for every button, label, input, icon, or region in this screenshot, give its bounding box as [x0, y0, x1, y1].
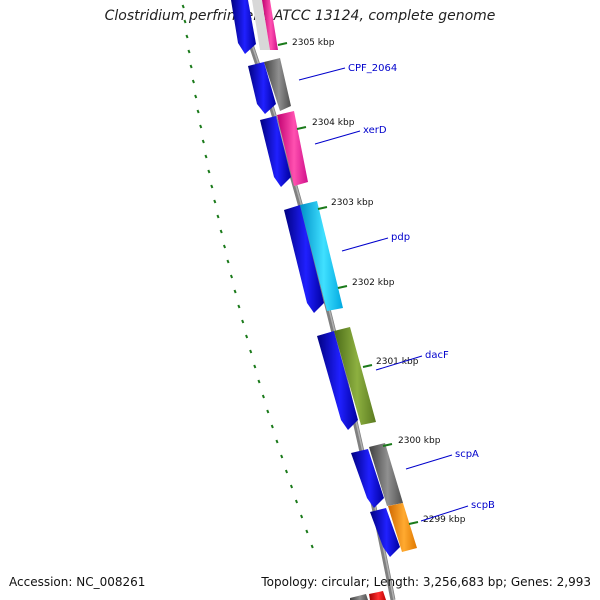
- track-dot: [233, 289, 237, 294]
- cds-feature: [231, 0, 256, 54]
- gene-label-dacf: dacF: [425, 350, 449, 361]
- track-dot: [229, 274, 234, 279]
- ruler-tick: [408, 521, 419, 525]
- track-dot: [261, 394, 265, 399]
- gene-label-scpb: scpB: [471, 500, 495, 511]
- label-leader-line: [375, 355, 423, 371]
- gene-label-cpf-2064: CPF_2064: [348, 63, 397, 74]
- ruler-tick: [337, 285, 348, 289]
- label-leader-line: [420, 505, 469, 522]
- cds-feature: [370, 508, 400, 557]
- tick-label-2299: 2299 kbp: [423, 515, 466, 525]
- gene-labels: CPF_2064 xerD pdp dacF scpA scpB: [298, 63, 495, 522]
- map-title: Clostridium perfringens ATCC 13124, comp…: [104, 8, 496, 24]
- track-dot: [245, 334, 249, 339]
- track-dot: [185, 34, 189, 39]
- track-dot: [284, 469, 289, 474]
- label-leader-line: [314, 130, 361, 145]
- cog-feature-red: [369, 591, 386, 600]
- track-dot: [191, 79, 195, 84]
- track-dot: [194, 94, 198, 99]
- cog-feature-pink: [262, 0, 278, 50]
- track-dot: [237, 304, 241, 309]
- label-leader-line: [298, 67, 346, 81]
- ruler-tick: [296, 126, 307, 130]
- tick-label-2302: 2302 kbp: [352, 278, 395, 288]
- cog-feature-gray: [252, 0, 270, 50]
- cog-feature-gray: [369, 443, 403, 506]
- track-dot: [266, 409, 270, 414]
- track-dot: [249, 349, 253, 354]
- accession-text: Accession: NC_008261: [9, 575, 146, 589]
- track-dot: [305, 529, 309, 534]
- track-dot: [241, 319, 245, 324]
- track-dot: [275, 439, 279, 444]
- cds-feature: [248, 62, 276, 114]
- track-dot: [204, 154, 208, 159]
- cog-feature-gray: [350, 594, 368, 600]
- cds-feature: [351, 449, 384, 508]
- ruler-tick: [382, 443, 393, 447]
- tick-label-2300: 2300 kbp: [398, 436, 441, 446]
- gene-label-pdp: pdp: [391, 232, 410, 243]
- track-dot: [199, 124, 203, 129]
- cog-track: [252, 0, 417, 600]
- track-dot: [187, 49, 191, 54]
- kbp-ruler: 2305 kbp 2304 kbp 2303 kbp 2302 kbp 2301…: [277, 38, 466, 525]
- cog-feature-pink: [277, 111, 308, 186]
- gene-label-scpa: scpA: [455, 449, 479, 460]
- track-dot: [216, 214, 220, 219]
- track-dot: [196, 109, 200, 114]
- label-leader-line: [405, 454, 453, 470]
- cog-feature-olive: [334, 327, 376, 425]
- tick-label-2304: 2304 kbp: [312, 118, 355, 128]
- cds-feature: [317, 331, 358, 430]
- track-dot: [280, 454, 284, 459]
- track-dot: [310, 544, 314, 549]
- track-dot: [257, 379, 261, 384]
- cog-feature-orange: [388, 503, 417, 552]
- track-dot: [294, 499, 299, 504]
- track-dot: [183, 19, 187, 24]
- label-leader-line: [341, 237, 389, 252]
- track-dot: [213, 199, 217, 204]
- track-dot: [189, 64, 193, 69]
- topology-text: Topology: circular; Length: 3,256,683 bp…: [261, 575, 591, 589]
- cds-feature: [260, 116, 291, 187]
- track-dot: [201, 139, 205, 144]
- cds-feature: [284, 205, 324, 313]
- track-dot: [289, 484, 294, 489]
- cog-feature-gray: [264, 58, 291, 111]
- ruler-tick: [277, 42, 288, 46]
- track-dot: [210, 184, 214, 189]
- track-dot: [222, 244, 227, 249]
- track-dot: [300, 514, 304, 519]
- gene-label-xerd: xerD: [363, 125, 387, 136]
- track-dot: [219, 229, 223, 234]
- cog-feature-cyan: [300, 201, 343, 311]
- track-dot: [270, 424, 274, 429]
- ruler-tick: [317, 206, 328, 210]
- tick-label-2303: 2303 kbp: [331, 198, 374, 208]
- cds-track: [231, 0, 400, 557]
- track-dot: [226, 259, 230, 264]
- track-dot: [181, 4, 185, 9]
- tick-label-2305: 2305 kbp: [292, 38, 335, 48]
- ruler-tick: [362, 364, 373, 368]
- track-dot: [207, 169, 211, 174]
- dotted-track: [181, 4, 314, 549]
- tick-label-2301: 2301 kbp: [376, 357, 419, 367]
- track-dot: [253, 364, 257, 369]
